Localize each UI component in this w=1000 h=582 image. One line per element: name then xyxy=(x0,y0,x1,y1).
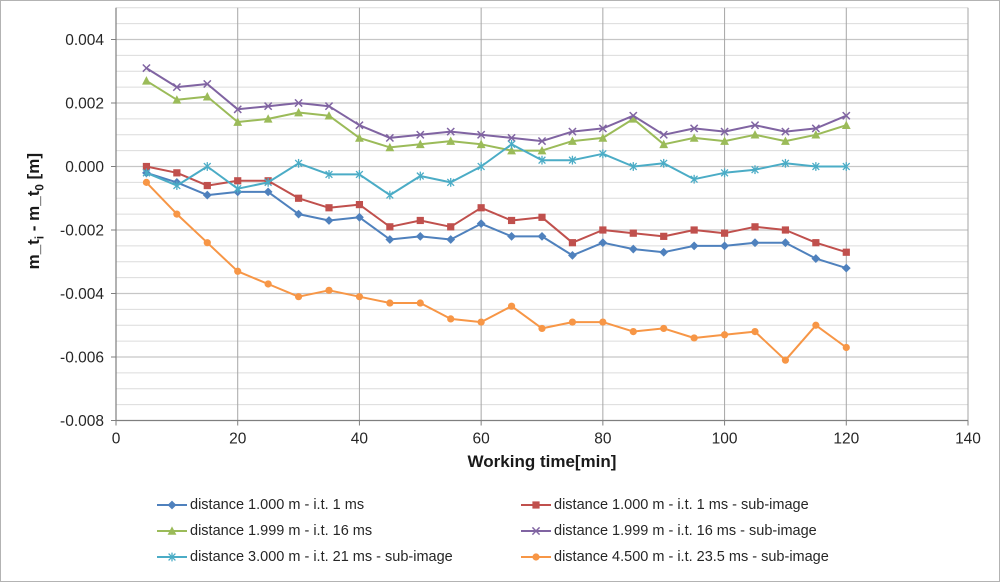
x-tick-label: 0 xyxy=(112,431,121,448)
legend-marker-diamond-icon xyxy=(157,500,187,509)
y-tick-label: -0.004 xyxy=(60,286,104,303)
series-2 xyxy=(142,76,851,155)
x-tick-label: 140 xyxy=(955,431,981,448)
x-tick-label: 20 xyxy=(229,431,247,448)
legend-label: distance 4.500 m - i.t. 23.5 ms - sub-im… xyxy=(554,548,829,565)
y-tick-label: -0.008 xyxy=(60,413,104,430)
x-tick-label: 60 xyxy=(473,431,491,448)
series-line xyxy=(146,143,847,197)
tick-labels: 0.004 0.002 0.000 -0.002 -0.004 -0.006 -0.008 0… xyxy=(60,32,981,448)
series-line xyxy=(146,171,847,270)
legend-label: distance 1.000 m - i.t. 1 ms - sub-image xyxy=(554,496,809,513)
axes xyxy=(111,7,969,426)
legend-marker-square-icon xyxy=(521,500,551,509)
legend-item-3: distance 1.999 m - i.t. 16 ms - sub-imag… xyxy=(521,521,829,540)
legend-item-0: distance 1.000 m - i.t. 1 ms xyxy=(157,495,521,514)
x-tick-label: 120 xyxy=(833,431,859,448)
legend-item-5: distance 4.500 m - i.t. 23.5 ms - sub-im… xyxy=(521,547,829,566)
series-3 xyxy=(142,63,851,146)
legend-label: distance 3.000 m - i.t. 21 ms - sub-imag… xyxy=(190,548,453,565)
y-tick-label: 0.004 xyxy=(65,32,104,49)
y-tick-label: 0.000 xyxy=(65,159,104,176)
x-tick-label: 80 xyxy=(594,431,612,448)
legend: distance 1.000 m - i.t. 1 ms distance 1.0… xyxy=(157,495,829,566)
x-tick-label: 100 xyxy=(712,431,738,448)
series-4 xyxy=(142,139,851,200)
series-5 xyxy=(142,178,850,364)
x-tick-label: 40 xyxy=(351,431,369,448)
series-1 xyxy=(142,162,850,256)
legend-item-2: distance 1.999 m - i.t. 16 ms xyxy=(157,521,521,540)
x-axis-title: Working time[min] xyxy=(467,452,617,471)
legend-item-4: distance 3.000 m - i.t. 21 ms - sub-imag… xyxy=(157,547,521,566)
legend-marker-triangle-icon xyxy=(157,525,187,535)
legend-marker-circle-icon xyxy=(521,552,551,561)
y-tick-label: 0.002 xyxy=(65,96,104,113)
y-tick-label: -0.002 xyxy=(60,223,104,240)
series-0 xyxy=(142,168,851,273)
y-tick-label: -0.006 xyxy=(60,350,104,367)
legend-item-1: distance 1.000 m - i.t. 1 ms - sub-image xyxy=(521,495,829,514)
series-line xyxy=(146,165,847,254)
legend-label: distance 1.999 m - i.t. 16 ms - sub-imag… xyxy=(554,522,817,539)
series-line xyxy=(145,67,847,143)
legend-marker-x-icon xyxy=(521,526,551,535)
legend-label: distance 1.999 m - i.t. 16 ms xyxy=(190,522,373,539)
series-line xyxy=(145,181,847,362)
series-line xyxy=(145,79,847,152)
legend-label: distance 1.000 m - i.t. 1 ms xyxy=(190,496,365,513)
legend-marker-asterisk-icon xyxy=(157,552,187,561)
